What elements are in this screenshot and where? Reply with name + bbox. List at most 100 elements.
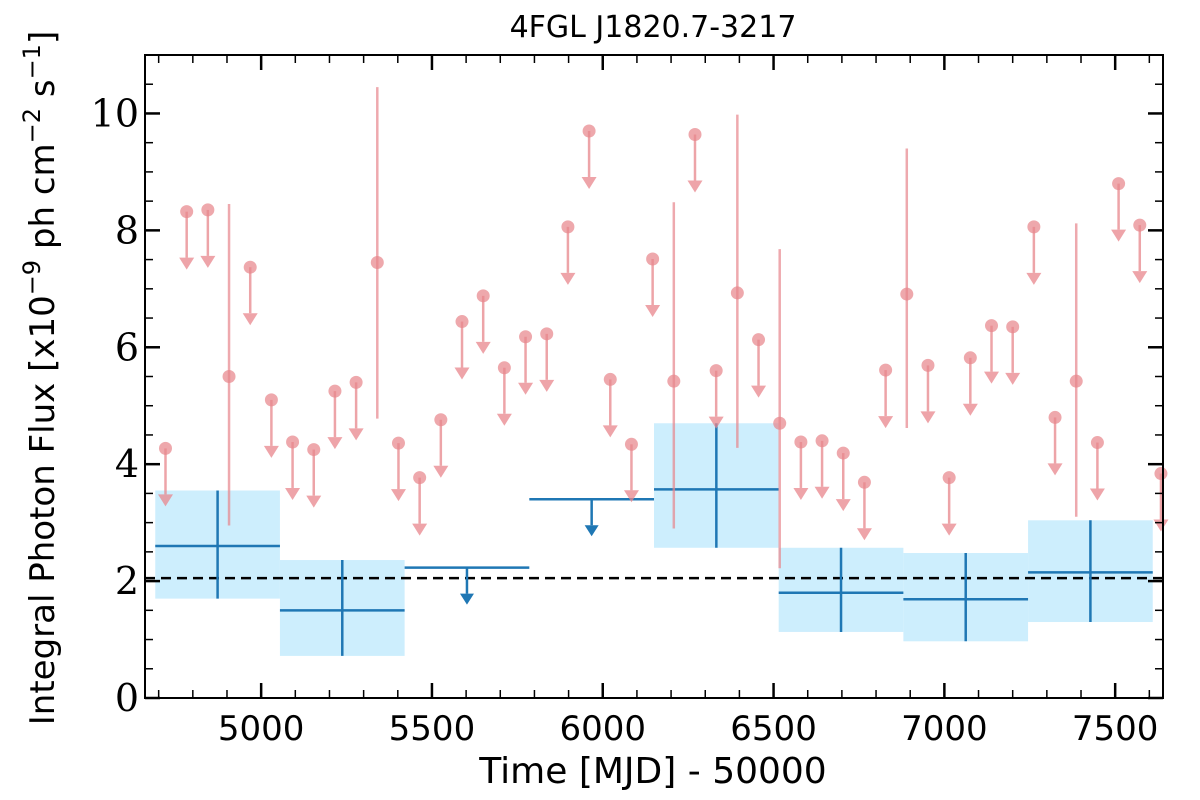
coarse-bin-ul-arrow-3 [584,525,599,537]
plot-area [145,87,1169,656]
fine-bin-ul-arrow-46 [1132,271,1148,284]
fine-bin-ul-arrow-5 [263,445,279,458]
y-axis-label-part3: s [23,79,63,108]
fine-bin-point-16 [497,361,511,375]
fine-bin-point-46 [1133,218,1147,232]
fine-bin-ul-arrow-1 [179,257,195,270]
fine-bin-point-17 [519,330,533,344]
chart-title: 4FGL J1820.7-3217 [510,10,797,45]
fine-bin-ul-arrow-12 [412,523,428,536]
fine-bin-ul-arrow-40 [1005,372,1021,385]
fine-bin-ul-arrow-20 [581,176,597,189]
fine-bin-point-35 [900,287,914,301]
fine-bin-point-24 [667,374,681,388]
fine-bin-point-11 [391,436,405,450]
fine-bin-point-23 [646,252,660,266]
fine-bin-ul-arrow-15 [475,341,491,354]
fine-bin-ul-arrow-16 [496,413,512,426]
fine-bin-ul-arrow-34 [878,416,894,429]
fine-bin-ul-arrow-22 [623,490,639,503]
fine-bin-ul-arrow-19 [560,272,576,285]
fine-bin-ul-arrow-4 [242,313,258,326]
fine-bin-ul-arrow-45 [1111,229,1127,242]
fine-bin-ul-arrow-39 [984,371,1000,384]
x-tick-label-3: 6500 [730,709,817,749]
y-axis-label-part2: ph cm [23,143,63,260]
fine-bin-point-25 [688,127,702,141]
y-axis-label-exp2: −2 [18,108,46,143]
fine-bin-point-26 [709,364,723,378]
fine-bin-ul-arrow-42 [1047,463,1063,476]
y-tick-label-5: 10 [91,91,139,135]
x-tick-label-2: 6000 [559,709,646,749]
fine-bin-point-21 [603,372,617,386]
y-tick-label-1: 2 [115,559,139,603]
fine-bin-ul-arrow-13 [433,465,449,478]
x-tick-label-1: 5500 [389,709,476,749]
y-axis-label-exp1: −9 [18,260,46,295]
fine-bin-point-31 [815,434,829,448]
fine-bin-ul-arrow-41 [1026,272,1042,285]
fine-bin-ul-arrow-7 [306,495,322,508]
fine-bin-ul-arrow-18 [539,379,555,392]
fine-bin-point-36 [921,358,935,372]
fine-bin-point-9 [349,375,363,389]
fine-bin-ul-arrow-17 [518,382,534,395]
y-axis-label-exp3: −1 [18,44,46,79]
fine-bin-point-33 [857,475,871,489]
fine-bin-point-47 [1154,467,1168,481]
axis-ticks: 0 2 4 6 8 10 5000 5500 6000 6500 7000 7500 [91,54,1163,749]
fine-bin-ul-arrow-36 [920,411,936,424]
fine-bin-point-43 [1069,374,1083,388]
coarse-bin-ul-arrow-2 [459,593,474,605]
y-tick-label-4: 8 [115,208,139,252]
fine-bin-point-45 [1112,177,1126,191]
fine-bin-ul-arrow-37 [941,523,957,536]
fine-bin-ul-arrow-23 [645,305,661,318]
fine-bin-point-18 [540,327,554,341]
fine-bin-ul-arrow-21 [602,425,618,438]
fine-bin-point-5 [264,393,278,407]
fine-bin-ul-arrow-9 [348,428,364,441]
x-axis-label: Time [MJD] - 50000 [478,751,826,792]
fine-bin-ul-arrow-0 [157,494,173,507]
fine-bin-point-14 [455,315,469,329]
fine-bin-point-8 [328,384,342,398]
fine-bin-point-1 [180,205,194,219]
y-tick-label-2: 4 [115,442,139,486]
y-tick-label-3: 6 [115,325,139,369]
fine-bin-ul-arrow-6 [285,487,301,500]
fine-bin-point-38 [963,351,977,365]
fine-bin-point-7 [307,443,321,457]
fine-bin-ul-arrow-2 [200,255,216,268]
fine-bin-point-19 [561,220,575,234]
fine-bin-point-4 [243,260,257,274]
fine-bin-ul-arrow-33 [856,528,872,541]
fine-bin-point-0 [158,441,172,455]
fine-bin-point-37 [942,471,956,485]
fine-bin-point-42 [1048,410,1062,424]
fine-bin-point-20 [582,124,596,138]
fine-bin-point-15 [476,289,490,303]
fine-bin-point-29 [773,416,787,430]
y-axis-label-part1: Integral Photon Flux [x10 [23,295,63,725]
fine-bin-point-22 [624,437,638,451]
fine-bin-point-34 [879,363,893,377]
fine-bin-point-6 [286,435,300,449]
fine-bin-point-10 [370,256,384,270]
x-tick-label-5: 7500 [1072,709,1159,749]
fine-bin-ul-arrow-28 [751,385,767,398]
y-axis-label-part4: ] [23,31,63,44]
x-tick-label-0: 5000 [218,709,305,749]
fine-bin-point-44 [1090,436,1104,450]
fine-bin-point-39 [985,319,999,333]
fine-bin-ul-arrow-26 [708,416,724,429]
fine-bin-point-13 [434,413,448,427]
fine-bin-point-40 [1006,320,1020,334]
x-tick-label-4: 7000 [901,709,988,749]
fine-bin-ul-arrow-38 [962,403,978,416]
fine-bin-point-3 [222,370,236,383]
fine-bin-ul-arrow-47 [1153,519,1169,532]
fine-bin-point-12 [413,471,427,485]
